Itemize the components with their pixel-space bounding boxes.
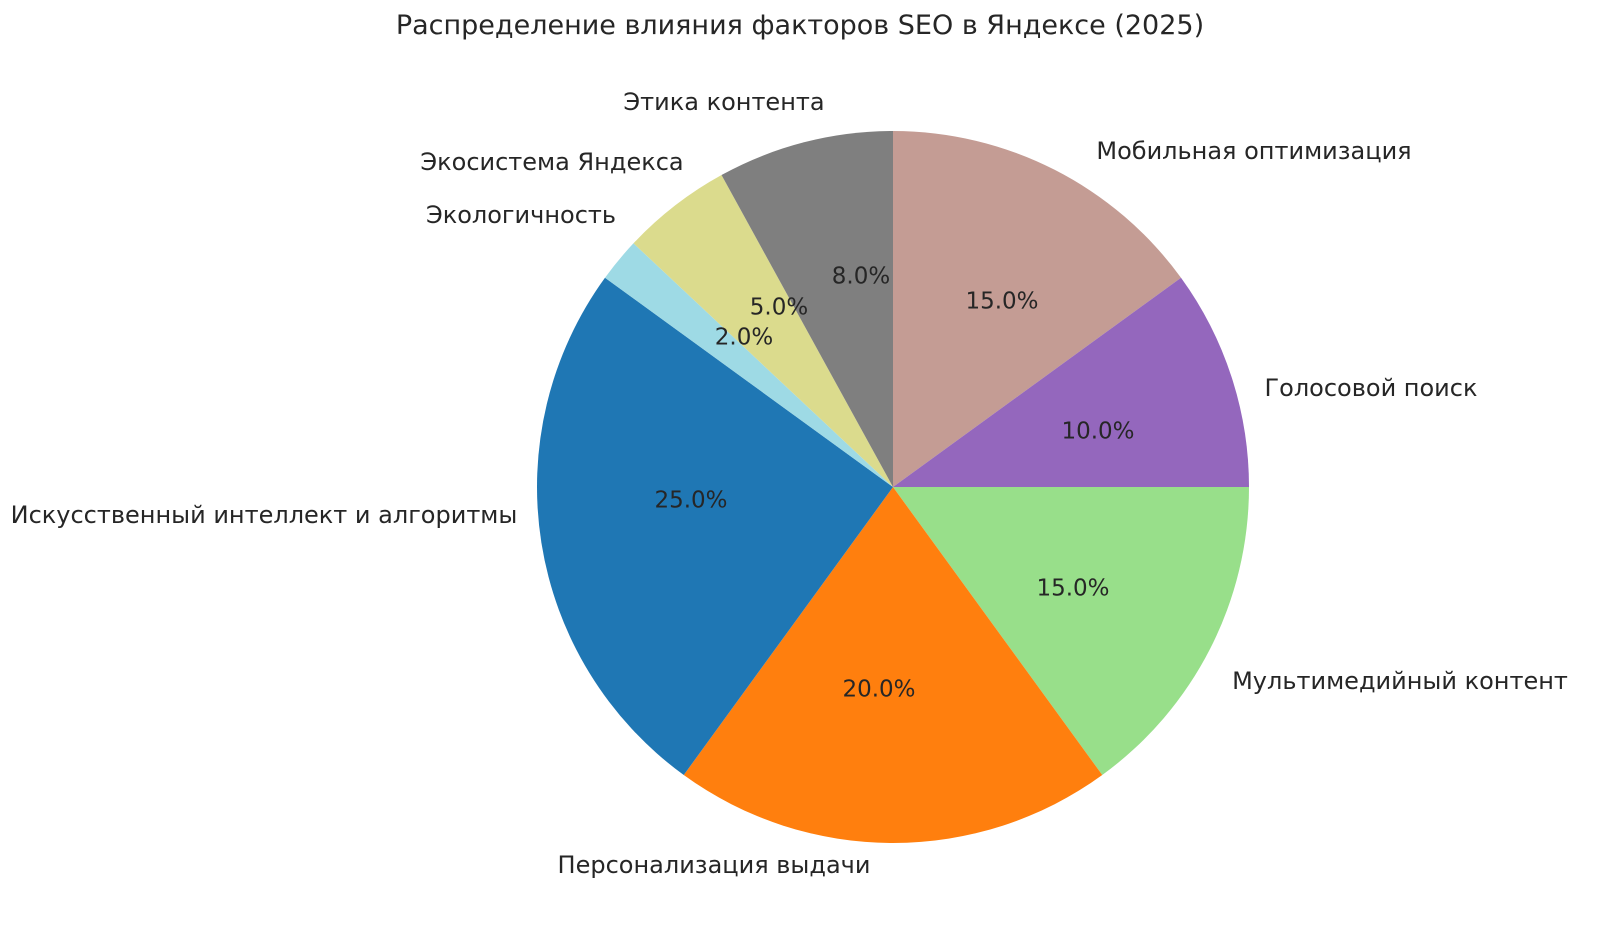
pie-slice-percent: 2.0% <box>715 325 773 351</box>
pie-category-labels: Мобильная оптимизация Голосовой поиск Муль… <box>11 88 1568 879</box>
pie-slice-label: Мобильная оптимизация <box>1096 137 1411 165</box>
page-title: Распределение влияния факторов SEO в Янд… <box>395 10 1205 41</box>
pie-slice-percent: 15.0% <box>1036 576 1109 602</box>
pie-slice[interactable] <box>683 487 1103 843</box>
pie-slice-label: Персонализация выдачи <box>558 851 871 879</box>
pie-slice[interactable] <box>893 487 1249 776</box>
pie-slice[interactable] <box>537 277 893 776</box>
pie-slice-percent: 8.0% <box>832 264 890 290</box>
pie-slice-label: Экологичность <box>426 201 616 229</box>
pie-slice[interactable] <box>604 243 893 487</box>
pie-slice-percent: 20.0% <box>842 677 915 703</box>
pie-slice-percent: 5.0% <box>750 295 808 321</box>
pie-slice-label: Экосистема Яндекса <box>420 148 683 176</box>
pie-slice-label: Искусственный интеллект и алгоритмы <box>11 501 518 529</box>
pie-slice-percent: 10.0% <box>1061 419 1134 445</box>
pie-slice-label: Этика контента <box>623 88 824 116</box>
pie-slice[interactable] <box>893 131 1182 487</box>
pie-slice-percent: 25.0% <box>654 488 727 514</box>
pie-slice-label: Мультимедийный контент <box>1232 667 1568 695</box>
pie-percent-labels: 15.0% 10.0% 15.0% 20.0% 25.0% 2.0% 5.0% 8.0% <box>654 264 1134 703</box>
pie-slice[interactable] <box>721 131 894 487</box>
pie-slice[interactable] <box>893 277 1249 487</box>
pie-slice-label: Голосовой поиск <box>1265 374 1478 402</box>
pie-slice-percent: 15.0% <box>965 289 1038 315</box>
pie-slices <box>537 131 1249 843</box>
pie-slice[interactable] <box>633 175 893 487</box>
